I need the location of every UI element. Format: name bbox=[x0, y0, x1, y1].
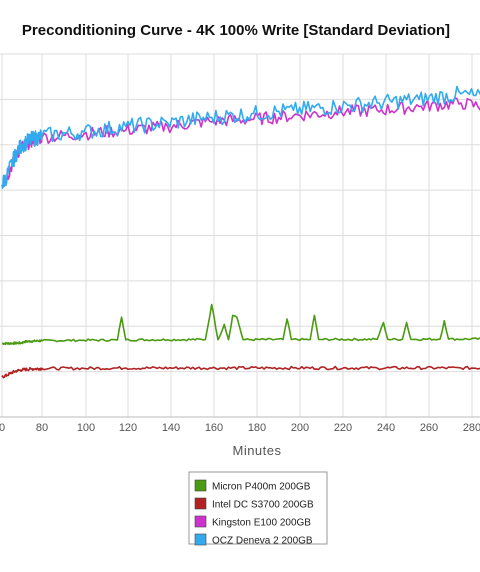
x-axis-ticks: 0 80 100 120 140 160 180 200 220 240 260 280 bbox=[0, 422, 480, 434]
x-tick-label: 0 bbox=[0, 422, 5, 434]
x-tick-label: 180 bbox=[248, 422, 266, 434]
x-tick-label: 280 bbox=[463, 422, 480, 434]
legend-swatch bbox=[194, 533, 207, 546]
x-tick-label: 260 bbox=[420, 422, 438, 434]
legend-swatch bbox=[194, 497, 207, 510]
x-tick-label: 100 bbox=[77, 422, 95, 434]
series-layer bbox=[1, 85, 480, 379]
legend-swatch bbox=[194, 515, 207, 528]
series-line bbox=[1, 365, 480, 379]
x-tick-label: 160 bbox=[205, 422, 223, 434]
legend-label: Intel DC S3700 200GB bbox=[212, 500, 314, 511]
series-line bbox=[1, 85, 480, 189]
x-tick-label: 80 bbox=[36, 422, 48, 434]
legend-box bbox=[188, 471, 328, 545]
legend-label: OCZ Deneva 2 200GB bbox=[212, 536, 313, 547]
x-tick-label: 240 bbox=[377, 422, 395, 434]
legend-label: Micron P400m 200GB bbox=[212, 482, 311, 493]
series-line bbox=[1, 303, 480, 346]
x-tick-label: 140 bbox=[162, 422, 180, 434]
grid bbox=[0, 53, 480, 418]
legend-swatch bbox=[194, 479, 207, 492]
x-tick-label: 220 bbox=[334, 422, 352, 434]
chart-title: Preconditioning Curve - 4K 100% Write [S… bbox=[22, 22, 450, 39]
legend-items: Micron P400m 200GB Intel DC S3700 200GB Ki… bbox=[194, 479, 314, 547]
x-tick-label: 120 bbox=[119, 422, 137, 434]
legend: Micron P400m 200GB Intel DC S3700 200GB Ki… bbox=[188, 471, 328, 547]
x-tick-label: 200 bbox=[291, 422, 309, 434]
x-axis-label: Minutes bbox=[232, 443, 281, 458]
legend-label: Kingston E100 200GB bbox=[212, 518, 311, 529]
